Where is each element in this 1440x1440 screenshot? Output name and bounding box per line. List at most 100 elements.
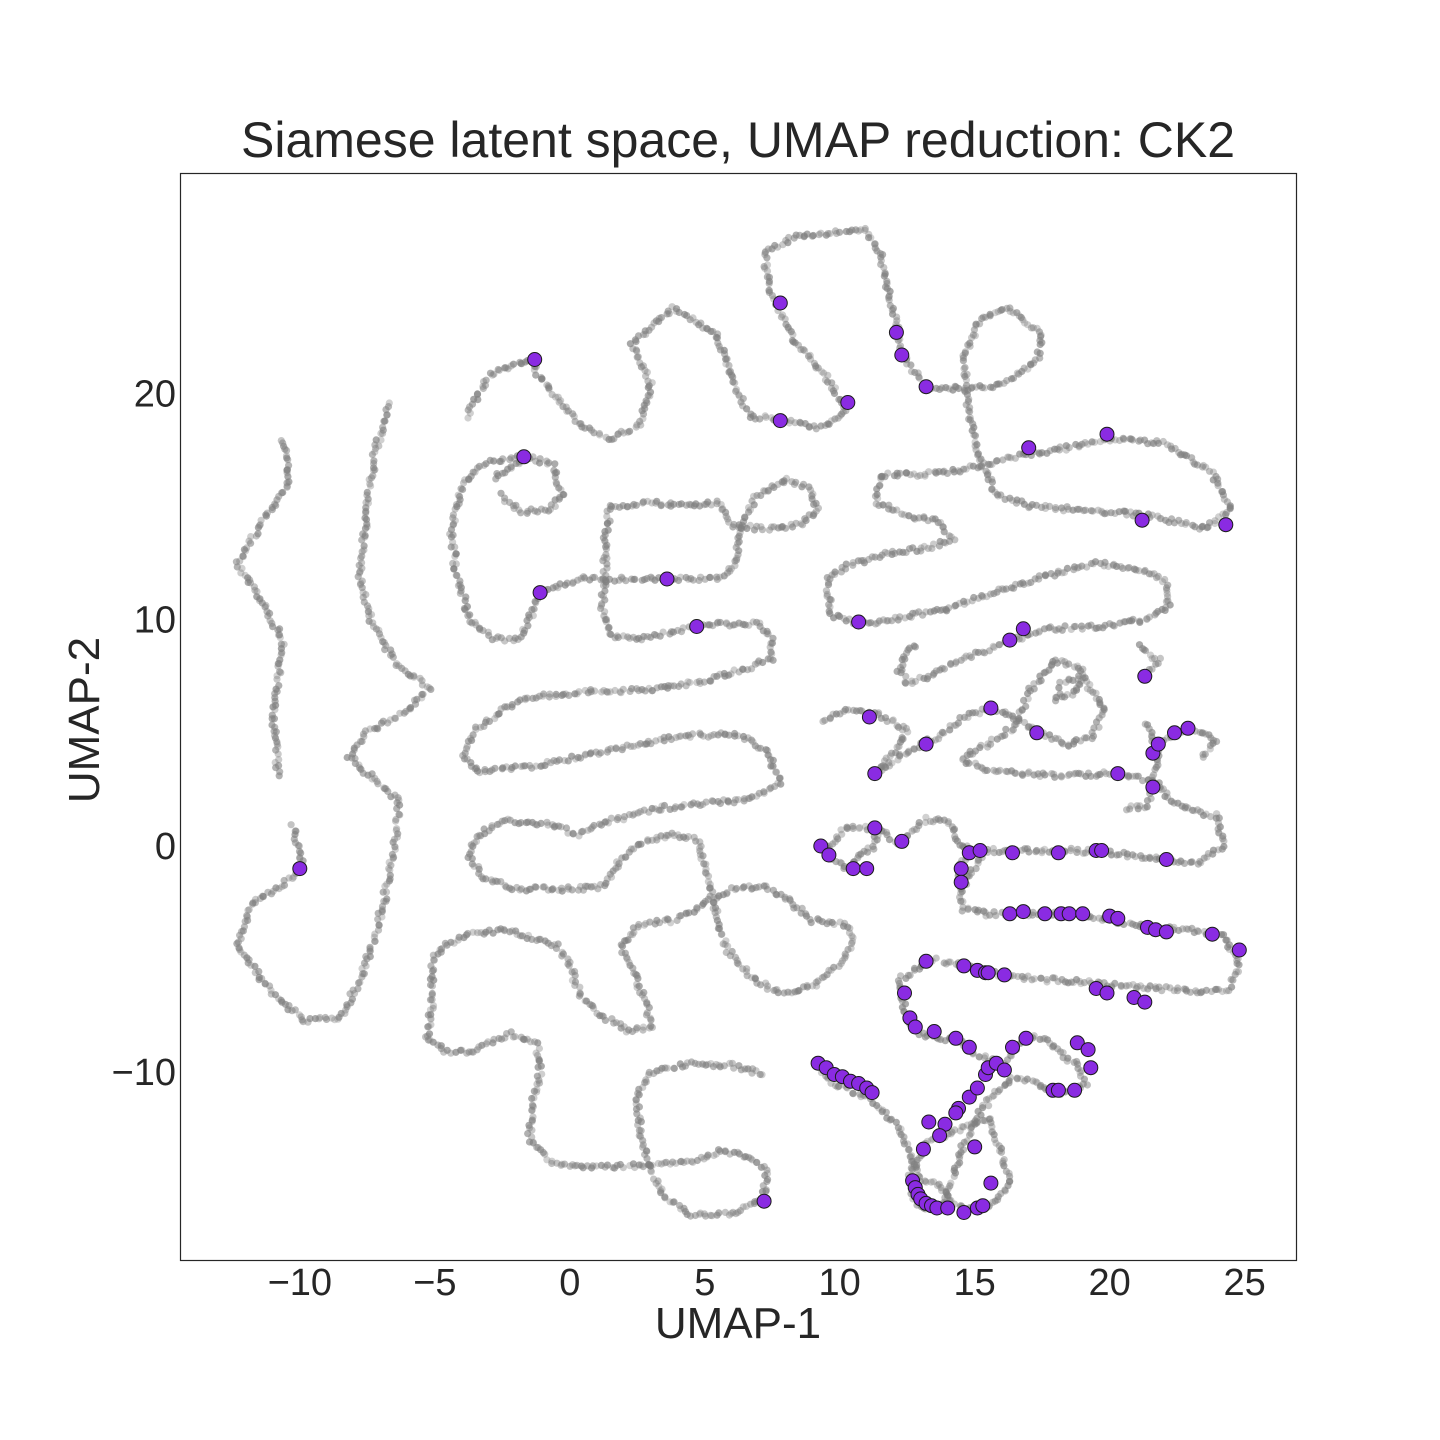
background-point — [268, 506, 276, 514]
highlight-point — [953, 874, 969, 890]
x-tick-label: 20 — [1089, 1262, 1131, 1304]
background-point — [857, 226, 865, 234]
background-point — [568, 968, 576, 976]
background-point — [371, 725, 379, 733]
background-point — [297, 1013, 305, 1021]
x-tick-label: −5 — [413, 1262, 456, 1304]
background-point — [877, 473, 885, 481]
background-point — [574, 576, 582, 584]
background-point — [1174, 984, 1182, 992]
background-point — [1162, 584, 1171, 592]
highlight-point — [967, 1139, 983, 1155]
background-point — [292, 827, 300, 835]
background-point — [739, 665, 747, 673]
background-point — [1119, 434, 1127, 442]
background-point — [730, 520, 738, 529]
background-point — [1033, 324, 1041, 332]
background-point — [558, 887, 566, 895]
background-point — [280, 876, 288, 885]
background-point — [763, 985, 771, 993]
background-point — [750, 526, 759, 534]
background-point — [729, 621, 737, 629]
background-point — [718, 930, 726, 938]
background-point — [942, 384, 950, 392]
background-point — [1041, 501, 1049, 510]
background-point — [452, 550, 460, 558]
background-point — [1177, 451, 1185, 459]
background-point — [599, 568, 607, 576]
background-point — [272, 884, 280, 892]
background-point — [1177, 519, 1186, 528]
background-point — [599, 581, 608, 590]
background-point — [1226, 502, 1234, 510]
background-point — [865, 234, 873, 242]
highlight-point — [1083, 1060, 1099, 1076]
background-point — [1126, 435, 1134, 443]
background-point — [451, 505, 459, 513]
background-point — [240, 546, 248, 554]
background-point — [606, 630, 614, 638]
background-point — [551, 496, 559, 504]
background-point — [1055, 625, 1063, 633]
background-point — [1020, 580, 1028, 589]
highlight-point — [1218, 517, 1234, 533]
background-point — [708, 797, 716, 805]
background-point — [879, 501, 887, 509]
background-point — [360, 959, 369, 967]
background-point — [1027, 361, 1035, 369]
background-point — [472, 723, 480, 731]
background-point — [272, 728, 280, 736]
background-point — [770, 483, 778, 491]
background-point — [428, 982, 436, 990]
background-point — [375, 921, 383, 929]
background-point — [591, 573, 599, 582]
background-point — [657, 502, 665, 510]
background-point — [849, 561, 857, 569]
background-point — [366, 947, 374, 955]
background-point — [1024, 321, 1032, 329]
background-point — [476, 769, 484, 777]
background-point — [619, 1164, 627, 1172]
background-point — [548, 391, 556, 399]
background-point — [395, 810, 403, 819]
background-point — [785, 233, 793, 242]
background-point — [971, 906, 979, 914]
background-point — [673, 916, 681, 925]
highlight-point — [1005, 845, 1020, 861]
background-point — [371, 774, 379, 782]
background-point — [817, 229, 825, 237]
background-point — [1187, 858, 1195, 866]
background-point — [1175, 516, 1183, 524]
background-point — [357, 554, 365, 562]
background-point — [269, 623, 277, 631]
background-point — [963, 391, 972, 399]
background-point — [743, 524, 751, 533]
background-point — [1121, 618, 1129, 626]
background-point — [1081, 506, 1089, 514]
background-point — [677, 573, 685, 581]
background-point — [632, 346, 640, 354]
background-point — [565, 691, 573, 700]
background-point — [1051, 505, 1060, 514]
background-point — [1143, 615, 1151, 623]
background-point — [780, 477, 788, 485]
background-point — [720, 669, 728, 678]
background-point — [849, 1089, 857, 1097]
background-point — [761, 412, 769, 420]
background-point — [962, 376, 971, 384]
background-point — [1062, 446, 1070, 454]
background-point — [724, 515, 732, 523]
background-point — [1123, 511, 1131, 519]
background-point — [718, 506, 726, 514]
background-point — [842, 617, 850, 625]
background-point — [244, 906, 252, 914]
background-point — [730, 666, 738, 674]
background-point — [999, 456, 1007, 464]
background-point — [461, 597, 469, 605]
background-point — [1116, 619, 1124, 627]
background-point — [888, 759, 896, 767]
background-point — [1167, 442, 1175, 450]
background-point — [626, 634, 634, 642]
y-tick-label: 0 — [155, 826, 176, 868]
background-point — [913, 472, 922, 480]
